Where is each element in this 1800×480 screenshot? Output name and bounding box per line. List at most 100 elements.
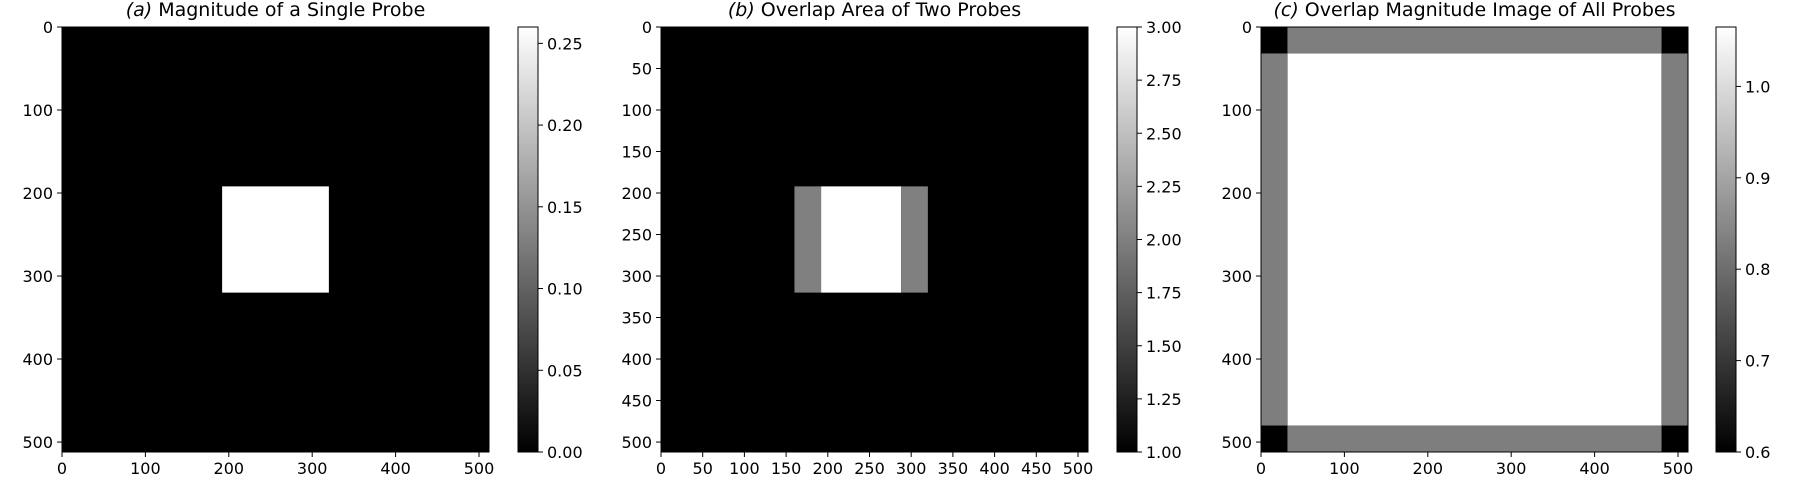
y-tick-label-0: 0 xyxy=(43,18,53,37)
heatmap-background xyxy=(1261,27,1688,452)
heatmap-region-0 xyxy=(794,186,822,293)
x-tick-label-8: 400 xyxy=(979,459,1010,478)
colorbar-frame xyxy=(1715,26,1737,453)
y-tick-label-1: 100 xyxy=(22,101,53,120)
colorbar-tick-label-8: 3.00 xyxy=(1146,18,1182,37)
colorbar-tick-label-2: 0.8 xyxy=(1745,260,1770,279)
x-tick-label-9: 450 xyxy=(1021,459,1052,478)
heatmap-region-4 xyxy=(1287,27,1662,54)
y-tick-label-2: 200 xyxy=(1221,184,1252,203)
y-tick-label-0: 0 xyxy=(642,18,652,37)
y-tick-label-4: 400 xyxy=(1221,350,1252,369)
x-tick-label-0: 0 xyxy=(656,459,666,478)
colorbar-tick-label-7: 2.75 xyxy=(1146,71,1182,90)
plot-frame xyxy=(660,26,1089,453)
x-tick-label-4: 400 xyxy=(1579,459,1610,478)
heatmap-region-1 xyxy=(1661,27,1688,54)
chart-title-text: Overlap Magnitude Image of All Probes xyxy=(1299,0,1676,21)
chart-title-prefix: (b) xyxy=(728,0,755,21)
heatmap-region-5 xyxy=(1287,425,1662,452)
colorbar-tick-label-2: 0.10 xyxy=(547,280,583,299)
heatmap-region-0 xyxy=(1261,27,1288,54)
heatmap-region-3 xyxy=(1661,425,1688,452)
colorbar-tick-label-0: 1.00 xyxy=(1146,443,1182,462)
heatmap-region-1 xyxy=(821,186,902,293)
colorbar-tick-label-1: 1.25 xyxy=(1146,390,1182,409)
heatmap-region-2 xyxy=(901,186,928,293)
x-tick-label-6: 300 xyxy=(896,459,927,478)
colorbar-tick-label-1: 0.7 xyxy=(1745,352,1770,371)
x-tick-label-3: 300 xyxy=(297,459,328,478)
x-tick-label-5: 250 xyxy=(854,459,885,478)
colorbar-tick-label-5: 2.25 xyxy=(1146,177,1182,196)
colorbar-tick-label-4: 2.00 xyxy=(1146,231,1182,250)
colorbar-tick-label-5: 0.25 xyxy=(547,34,583,53)
y-tick-label-4: 200 xyxy=(621,184,652,203)
x-tick-label-7: 350 xyxy=(938,459,969,478)
x-tick-label-2: 100 xyxy=(729,459,760,478)
y-tick-label-5: 250 xyxy=(621,226,652,245)
y-tick-label-3: 300 xyxy=(1221,267,1252,286)
y-tick-label-10: 500 xyxy=(621,433,652,452)
y-tick-label-5: 500 xyxy=(22,433,53,452)
heatmap-region-2 xyxy=(1261,425,1288,452)
colorbar xyxy=(518,27,538,452)
colorbar-tick-label-3: 0.15 xyxy=(547,198,583,217)
x-tick-label-10: 500 xyxy=(1063,459,1094,478)
x-tick-label-4: 200 xyxy=(813,459,844,478)
y-tick-label-3: 150 xyxy=(621,143,652,162)
colorbar xyxy=(1716,27,1736,452)
heatmap-region-7 xyxy=(1661,53,1688,426)
y-tick-label-1: 50 xyxy=(632,60,652,79)
x-tick-label-5: 500 xyxy=(1663,459,1694,478)
chart-title-prefix: (c) xyxy=(1273,0,1298,21)
chart-title: (a) Magnitude of a Single Probe xyxy=(126,0,426,21)
x-tick-label-2: 200 xyxy=(1413,459,1444,478)
x-tick-label-3: 150 xyxy=(771,459,802,478)
y-tick-label-4: 400 xyxy=(22,350,53,369)
x-tick-label-0: 0 xyxy=(1256,459,1266,478)
y-tick-label-3: 300 xyxy=(22,267,53,286)
colorbar-tick-label-4: 0.20 xyxy=(547,116,583,135)
colorbar-tick-label-0: 0.00 xyxy=(547,443,583,462)
colorbar-tick-label-2: 1.50 xyxy=(1146,337,1182,356)
colorbar-tick-label-0: 0.6 xyxy=(1745,443,1770,462)
chart-title-text: Overlap Area of Two Probes xyxy=(755,0,1021,21)
chart-title-text: Magnitude of a Single Probe xyxy=(152,0,425,21)
x-tick-label-0: 0 xyxy=(57,459,67,478)
panel-1: 0 50 100 150 200 250 300 350 400 450 5000501001502… xyxy=(621,0,1181,478)
y-tick-label-2: 200 xyxy=(22,184,53,203)
y-tick-label-6: 300 xyxy=(621,267,652,286)
colorbar-tick-label-3: 1.75 xyxy=(1146,284,1182,303)
y-tick-label-5: 500 xyxy=(1221,433,1252,452)
x-tick-label-4: 400 xyxy=(380,459,411,478)
y-tick-label-2: 100 xyxy=(621,101,652,120)
colorbar-tick-label-4: 1.0 xyxy=(1745,77,1770,96)
y-tick-label-7: 350 xyxy=(621,309,652,328)
colorbar-tick-label-1: 0.05 xyxy=(547,361,583,380)
x-tick-label-1: 100 xyxy=(1329,459,1360,478)
chart-title: (b) Overlap Area of Two Probes xyxy=(728,0,1021,21)
chart-title-prefix: (a) xyxy=(126,0,152,21)
x-tick-label-3: 300 xyxy=(1496,459,1527,478)
y-tick-label-8: 400 xyxy=(621,350,652,369)
x-tick-label-2: 200 xyxy=(214,459,245,478)
y-tick-label-9: 450 xyxy=(621,392,652,411)
x-tick-label-5: 500 xyxy=(464,459,495,478)
colorbar xyxy=(1117,27,1137,452)
heatmap-region-0 xyxy=(222,186,329,293)
x-tick-label-1: 100 xyxy=(130,459,161,478)
plot-frame xyxy=(1260,26,1689,453)
y-tick-label-0: 0 xyxy=(1242,18,1252,37)
colorbar-tick-label-3: 0.9 xyxy=(1745,169,1770,188)
colorbar-frame xyxy=(517,26,539,453)
colorbar-tick-label-6: 2.50 xyxy=(1146,124,1182,143)
x-tick-label-1: 50 xyxy=(693,459,713,478)
plot-frame xyxy=(61,26,490,453)
chart-title: (c) Overlap Magnitude Image of All Probe… xyxy=(1273,0,1675,21)
heatmap-region-6 xyxy=(1261,53,1288,426)
y-tick-label-1: 100 xyxy=(1221,101,1252,120)
